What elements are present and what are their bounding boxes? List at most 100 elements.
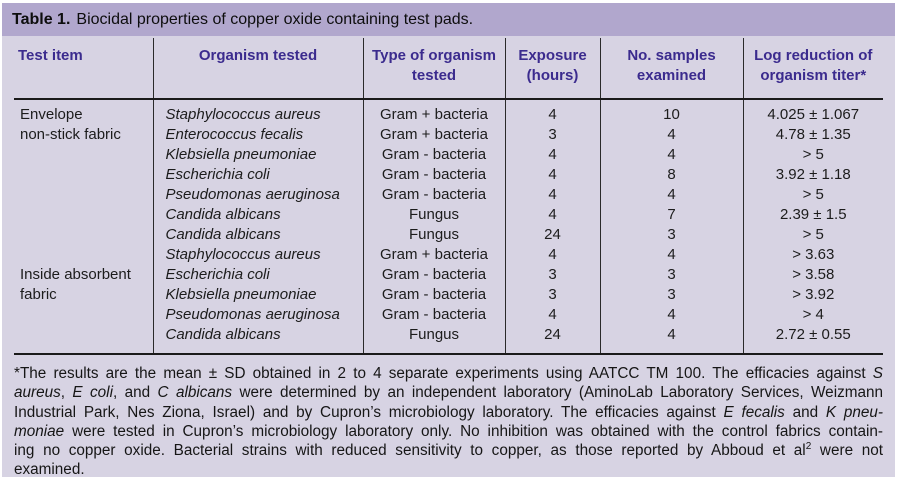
cell-exposure-hours: 3 xyxy=(505,285,601,305)
cell-samples-examined: 3 xyxy=(600,225,744,245)
cell-samples-examined: 4 xyxy=(600,245,744,265)
cell-samples-examined: 3 xyxy=(600,285,744,305)
cell-test-item xyxy=(14,165,154,185)
footnote-line: examined. xyxy=(14,461,85,479)
table-row: Pseudomonas aeruginosa Gram - bacteria 4 4 >… xyxy=(14,305,883,325)
biocidal-properties-table: Test item Organism tested Type of organi… xyxy=(14,38,883,355)
cell-organism-type: Gram + bacteria xyxy=(363,245,506,265)
column-header-test-item: Test item xyxy=(14,38,154,100)
cell-test-item: Envelope xyxy=(14,99,154,125)
cell-test-item xyxy=(14,305,154,325)
table-wrap: Test item Organism tested Type of organi… xyxy=(14,38,883,355)
cell-organism-type: Fungus xyxy=(363,205,506,225)
cell-samples-examined: 4 xyxy=(600,325,744,355)
cell-test-item: non-stick fabric xyxy=(14,125,154,145)
column-header-organism-tested: Organism tested xyxy=(153,38,364,100)
cell-organism: Candida albicans xyxy=(153,205,364,225)
column-header-samples-examined: No. samples examined xyxy=(600,38,744,100)
cell-log-reduction: 4.025 ± 1.067 xyxy=(767,106,860,123)
cell-organism-type: Gram + bacteria xyxy=(363,125,506,145)
table-title-text: Biocidal properties of copper oxide cont… xyxy=(76,10,474,28)
cell-exposure-hours: 4 xyxy=(505,245,601,265)
cell-organism: Candida albicans xyxy=(153,225,364,245)
cell-organism: Klebsiella pneumoniae xyxy=(153,145,364,165)
table-header: Test item Organism tested Type of organi… xyxy=(14,38,883,100)
cell-organism-type: Gram + bacteria xyxy=(363,99,506,125)
cell-organism: Escherichia coli xyxy=(153,165,364,185)
cell-log-reduction: > 5 xyxy=(802,226,824,243)
table-row: Inside absorbent Escherichia coli Gram - b… xyxy=(14,265,883,285)
cell-organism: Pseudomonas aeruginosa xyxy=(153,185,364,205)
cell-samples-examined: 4 xyxy=(600,125,744,145)
table-row: Candida albicans Fungus 24 4 2.72 ± 0.55 xyxy=(14,325,883,355)
cell-exposure-hours: 3 xyxy=(505,265,601,285)
cell-exposure-hours: 3 xyxy=(505,125,601,145)
cell-organism: Escherichia coli xyxy=(153,265,364,285)
table-row: non-stick fabric Enterococcus fecalis Gram… xyxy=(14,125,883,145)
table-row: Klebsiella pneumoniae Gram - bacteria 4 4 > … xyxy=(14,145,883,165)
cell-organism-type: Gram - bacteria xyxy=(363,145,506,165)
table-panel: Table 1. Biocidal properties of copper o… xyxy=(2,3,895,480)
cell-organism: Staphylococcus aureus xyxy=(153,99,364,125)
cell-exposure-hours: 4 xyxy=(505,205,601,225)
cell-exposure-hours: 4 xyxy=(505,145,601,165)
cell-organism-type: Gram - bacteria xyxy=(363,305,506,325)
table-row: fabric Klebsiella pneumoniae Gram - bacter… xyxy=(14,285,883,305)
cell-exposure-hours: 4 xyxy=(505,305,601,325)
cell-log-reduction: 3.92 ± 1.18 xyxy=(775,166,851,183)
cell-test-item xyxy=(14,325,154,355)
table-body: Envelope Staphylococcus aureus Gram + bact… xyxy=(14,99,883,355)
cell-exposure-hours: 4 xyxy=(505,185,601,205)
footnote-line: Industrial Park, Nes Ziona, Israel) and … xyxy=(14,403,884,421)
cell-log-reduction: > 4 xyxy=(802,306,824,323)
cell-samples-examined: 8 xyxy=(600,165,744,185)
cell-organism: Staphylococcus aureus xyxy=(153,245,364,265)
header-row: Test item Organism tested Type of organi… xyxy=(14,38,883,100)
cell-exposure-hours: 4 xyxy=(505,99,601,125)
cell-samples-examined: 4 xyxy=(600,185,744,205)
table-footnote: *The results are the mean ± SD obtained … xyxy=(14,364,883,480)
cell-test-item xyxy=(14,205,154,225)
cell-test-item xyxy=(14,245,154,265)
cell-organism: Klebsiella pneumoniae xyxy=(153,285,364,305)
cell-log-reduction: > 3.63 xyxy=(792,246,835,263)
cell-log-reduction: > 3.92 xyxy=(792,286,835,303)
table-row: Candida albicans Fungus 24 3 > 5 xyxy=(14,225,883,245)
table-title-bar: Table 1. Biocidal properties of copper o… xyxy=(2,3,895,36)
cell-organism-type: Gram - bacteria xyxy=(363,285,506,305)
footnote-line: aureus, E coli, and C albicans were dete… xyxy=(14,384,884,402)
cell-organism: Pseudomonas aeruginosa xyxy=(153,305,364,325)
cell-exposure-hours: 4 xyxy=(505,165,601,185)
column-header-log-reduction: Log reduction of organism titer* xyxy=(743,38,883,100)
table-number-label: Table 1. xyxy=(12,10,71,28)
cell-test-item: fabric xyxy=(14,285,154,305)
cell-test-item xyxy=(14,185,154,205)
footnote-line: moniae were tested in Cupron’s microbiol… xyxy=(14,422,883,440)
cell-test-item xyxy=(14,225,154,245)
cell-organism: Candida albicans xyxy=(153,325,364,355)
table-row: Candida albicans Fungus 4 7 2.39 ± 1.5 xyxy=(14,205,883,225)
cell-log-reduction: > 5 xyxy=(802,146,824,163)
table-row: Staphylococcus aureus Gram + bacteria 4 4 > … xyxy=(14,245,883,265)
column-header-type-of-organism: Type of organism tested xyxy=(363,38,506,100)
table-row: Escherichia coli Gram - bacteria 4 8 3.92 ± … xyxy=(14,165,883,185)
cell-log-reduction: 2.39 ± 1.5 xyxy=(779,206,847,223)
cell-log-reduction: > 3.58 xyxy=(792,266,835,283)
table-row: Pseudomonas aeruginosa Gram - bacteria 4 4 >… xyxy=(14,185,883,205)
cell-exposure-hours: 24 xyxy=(505,325,601,355)
cell-samples-examined: 4 xyxy=(600,145,744,165)
cell-log-reduction: 4.78 ± 1.35 xyxy=(775,126,851,143)
cell-test-item xyxy=(14,145,154,165)
cell-organism-type: Gram - bacteria xyxy=(363,165,506,185)
cell-samples-examined: 7 xyxy=(600,205,744,225)
cell-organism-type: Gram - bacteria xyxy=(363,185,506,205)
table-row: Envelope Staphylococcus aureus Gram + bact… xyxy=(14,99,883,125)
footnote-line: ing no copper oxide. Bacterial strains w… xyxy=(14,441,883,460)
cell-organism-type: Gram - bacteria xyxy=(363,265,506,285)
cell-samples-examined: 10 xyxy=(600,99,744,125)
cell-samples-examined: 4 xyxy=(600,305,744,325)
cell-log-reduction: 2.72 ± 0.55 xyxy=(743,325,883,355)
column-header-exposure: Exposure (hours) xyxy=(505,38,601,100)
cell-exposure-hours: 24 xyxy=(505,225,601,245)
cell-samples-examined: 3 xyxy=(600,265,744,285)
